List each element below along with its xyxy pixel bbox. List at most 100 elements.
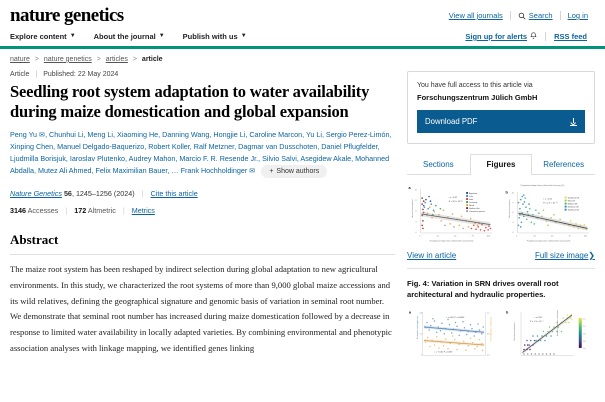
svg-text:1.2: 1.2 [487,313,490,315]
citation-line: Nature Genetics 56, 1245–1256 (2024) | C… [10,180,395,198]
svg-text:P = 3.3 × 10⁻²¹: P = 3.3 × 10⁻²¹ [449,200,463,203]
nav-publish-label: Publish with us [182,31,238,41]
meta-divider: | [35,70,38,78]
svg-text:r = −0.06, P = 0.037: r = −0.06, P = 0.037 [435,351,454,354]
svg-text:Northern flint: Northern flint [469,207,480,210]
svg-text:P = 2.5 × 10⁻³⁴: P = 2.5 × 10⁻³⁴ [543,202,557,205]
figure-4a-thumb[interactable]: a Embryonic root length (cm) Root hydrau… [407,306,498,366]
svg-text:100: 100 [584,236,588,238]
svg-text:b: b [506,311,509,315]
chevron-down-icon: ▼ [69,33,76,40]
svg-text:r = 0.58: r = 0.58 [535,316,543,319]
svg-text:0: 0 [512,232,514,234]
svg-text:12: 12 [512,193,514,195]
brand-accent-bar [0,45,605,49]
rss-feed-link[interactable]: RSS feed [545,31,595,41]
abstract-body: The maize root system has been reshaped … [10,263,392,354]
show-authors-button[interactable]: + Show authors [261,164,328,178]
chevron-down-icon: ▼ [158,33,165,40]
svg-text:0.4: 0.4 [583,348,585,350]
fig3-right-scatter-chart: Proportional origin from northern flint … [506,184,589,243]
nav-item-about-journal[interactable]: About the journal ▼ [94,32,165,41]
chevron-right-icon: ❯ [588,251,595,261]
svg-text:0: 0 [516,236,518,238]
svg-text:6: 6 [415,211,417,213]
citation-comma: , [71,188,74,198]
breadcrumb-item-nature[interactable]: nature [10,55,30,63]
metrics-link[interactable]: Metrics [131,205,155,215]
svg-text:75: 75 [471,236,474,238]
figure-4b-thumb[interactable]: b Seminal root number r = 0.58 P = 1.3 ×… [504,306,595,366]
access-panel: You have full access to this article via… [407,70,595,145]
svg-text:Proportional origin from north: Proportional origin from northern flint … [430,240,474,243]
figure-3-right-thumb[interactable]: Proportional origin from northern flint … [504,181,595,247]
citation-pages-year: 1245–1256 (2024) [75,188,135,198]
primary-nav-items: Explore content ▼ About the journal ▼ Pu… [10,32,247,41]
accesses-count: 3146 [10,205,26,215]
svg-text:1.2: 1.2 [583,319,585,321]
svg-text:6: 6 [512,213,514,215]
author-list-text[interactable]: Peng Yu ✉, Chunhui Li, Meng Li, Xiaoming… [10,130,392,175]
svg-text:a: a [409,186,412,190]
chevron-down-icon: ▼ [240,33,247,40]
figure-3-row: a 12 9 6 3 0 0 25 50 75 100 Proportional origi… [407,181,595,247]
svg-text:Proportional origin from north: Proportional origin from northern flint … [521,184,565,187]
download-pdf-button[interactable]: Download PDF [417,110,585,134]
tab-sections[interactable]: Sections [422,160,454,170]
download-pdf-label: Download PDF [425,117,478,127]
altmetric-count: 172 [74,205,87,215]
sidebar-tabs: Sections Figures References [407,154,595,176]
svg-text:1.0: 1.0 [583,326,585,328]
nav-item-explore-content[interactable]: Explore content ▼ [10,32,76,41]
metrics-divider: | [122,205,125,215]
svg-text:75: 75 [568,236,571,238]
tab-references[interactable]: References [543,160,585,170]
svg-text:0.6: 0.6 [583,341,585,343]
metrics-divider: | [65,205,68,215]
svg-text:Root hydraulic conductance: Root hydraulic conductance [490,317,493,341]
breadcrumb-separator: > [132,55,137,63]
show-authors-plus: + [269,167,274,175]
figure-3-left-thumb[interactable]: a 12 9 6 3 0 0 25 50 75 100 Proportional origi… [407,181,498,247]
tab-figures[interactable]: Figures [469,154,533,176]
login-link[interactable]: Log in [559,11,595,20]
access-statement: You have full access to this article via [417,81,533,89]
svg-text:50: 50 [454,236,457,238]
cite-this-article-link[interactable]: Cite this article [150,188,198,198]
access-institution: Forschungszentrum Jülich GmbH [417,93,538,103]
sign-up-alerts-link[interactable]: Sign up for alerts [457,32,545,41]
search-link[interactable]: Search [509,11,560,20]
search-icon [518,12,526,20]
breadcrumb-separator: > [34,55,39,63]
breadcrumb-item-nature-genetics[interactable]: nature genetics [43,55,92,63]
svg-text:r = 0.18, P = 0.0003: r = 0.18, P = 0.0003 [447,316,466,319]
page-title: Seedling root system adaptation to water… [10,81,370,122]
journal-name-link[interactable]: Nature Genetics [10,188,62,198]
svg-text:25: 25 [437,236,440,238]
search-label: Search [528,11,553,20]
svg-text:r = −0.41: r = −0.41 [543,199,552,201]
svg-text:50: 50 [551,236,554,238]
svg-text:0.4: 0.4 [487,355,490,357]
svg-text:Proportional origin from north: Proportional origin from northern flint … [527,240,571,243]
viridis-colorbar [578,318,582,349]
svg-text:Seminal root hydraulic conduct: Seminal root hydraulic conductance [556,310,559,336]
svg-text:0: 0 [415,232,417,234]
nav-item-publish-with-us[interactable]: Publish with us ▼ [183,32,247,41]
svg-text:Argentina: Argentina [469,192,478,195]
journal-logo[interactable]: nature genetics [10,5,124,26]
svg-text:Embryonic root length (cm): Embryonic root length (cm) [416,316,419,340]
svg-text:100: 100 [420,313,423,315]
full-size-image-link[interactable]: Full size image❯ [535,251,595,260]
view-in-article-link[interactable]: View in article [407,251,457,261]
svg-text:9: 9 [512,203,513,205]
svg-text:r = −0.37: r = −0.37 [449,197,458,199]
breadcrumb-item-articles[interactable]: articles [105,55,128,63]
view-all-journals-link[interactable]: View all journals [448,11,503,20]
svg-text:Northeast US: Northeast US [568,206,580,209]
svg-text:100: 100 [487,236,491,238]
nav-about-label: About the journal [93,31,156,41]
fig4b-strip-chart: b Seminal root number r = 0.58 P = 1.3 ×… [506,310,586,357]
primary-nav: Explore content ▼ About the journal ▼ Pu… [0,29,605,46]
svg-text:12: 12 [415,190,417,192]
